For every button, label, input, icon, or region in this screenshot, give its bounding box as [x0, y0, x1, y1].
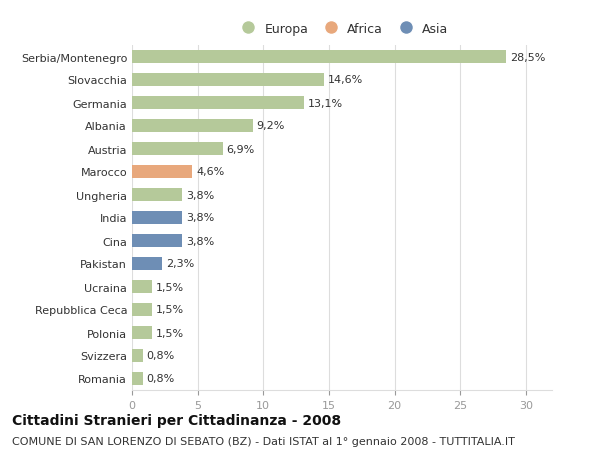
Bar — [132, 235, 182, 247]
Bar — [132, 326, 152, 339]
Text: Cittadini Stranieri per Cittadinanza - 2008: Cittadini Stranieri per Cittadinanza - 2… — [12, 413, 341, 427]
Bar — [132, 120, 253, 133]
Text: 4,6%: 4,6% — [196, 167, 224, 177]
Bar — [132, 372, 143, 385]
Text: 28,5%: 28,5% — [510, 52, 545, 62]
Legend: Europa, Africa, Asia: Europa, Africa, Asia — [231, 18, 453, 41]
Bar — [132, 97, 304, 110]
Text: 13,1%: 13,1% — [308, 98, 343, 108]
Bar — [132, 143, 223, 156]
Bar — [132, 303, 152, 316]
Text: 3,8%: 3,8% — [186, 213, 214, 223]
Text: 1,5%: 1,5% — [155, 328, 184, 338]
Text: 6,9%: 6,9% — [227, 144, 255, 154]
Bar — [132, 189, 182, 202]
Bar — [132, 74, 323, 87]
Text: 1,5%: 1,5% — [155, 305, 184, 315]
Text: 9,2%: 9,2% — [257, 121, 285, 131]
Text: 1,5%: 1,5% — [155, 282, 184, 292]
Text: COMUNE DI SAN LORENZO DI SEBATO (BZ) - Dati ISTAT al 1° gennaio 2008 - TUTTITALI: COMUNE DI SAN LORENZO DI SEBATO (BZ) - D… — [12, 436, 515, 446]
Text: 14,6%: 14,6% — [328, 75, 363, 85]
Bar — [132, 349, 143, 362]
Text: 2,3%: 2,3% — [166, 259, 194, 269]
Bar — [132, 257, 162, 270]
Text: 3,8%: 3,8% — [186, 236, 214, 246]
Bar — [132, 166, 193, 179]
Bar — [132, 51, 506, 64]
Bar — [132, 212, 182, 224]
Bar — [132, 280, 152, 293]
Text: 0,8%: 0,8% — [146, 374, 175, 384]
Text: 3,8%: 3,8% — [186, 190, 214, 200]
Text: 0,8%: 0,8% — [146, 351, 175, 361]
